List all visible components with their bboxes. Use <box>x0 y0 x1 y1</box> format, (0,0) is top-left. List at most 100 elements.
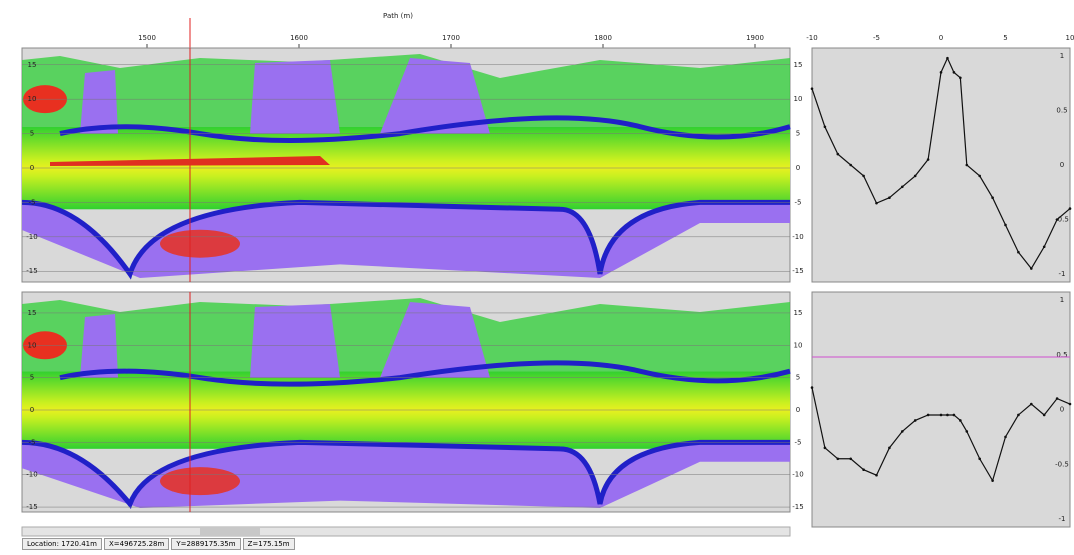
y-tick-label: -10 <box>26 471 37 479</box>
profile-point <box>953 414 956 417</box>
profile-point <box>1030 267 1033 270</box>
x-tick-label: 1900 <box>746 34 764 42</box>
profile-background <box>812 292 1070 527</box>
profile-point <box>901 430 904 433</box>
profile-point <box>888 447 891 450</box>
x-tick-label: 1500 <box>138 34 156 42</box>
profile-y-tick-label: -1 <box>1059 270 1066 278</box>
y-tick-label: 5 <box>30 130 34 138</box>
profile-y-tick-label: -1 <box>1059 515 1066 523</box>
profile-point <box>824 447 827 450</box>
red-patch <box>160 467 240 495</box>
y-tick-label: 5 <box>30 374 34 382</box>
profile-point <box>875 202 878 205</box>
profile-point <box>1069 403 1072 406</box>
y-tick-label: 10 <box>28 341 37 349</box>
profile-point <box>978 457 981 460</box>
profile-point <box>991 479 994 482</box>
profile-point <box>837 153 840 156</box>
profile-point <box>966 430 969 433</box>
profile-point <box>940 71 943 74</box>
profile-point <box>849 457 852 460</box>
scroll-thumb[interactable] <box>200 528 260 535</box>
x-axis-label: Path (m) <box>383 12 413 20</box>
y-tick-label: 10 <box>794 95 803 103</box>
profile-point <box>888 196 891 199</box>
y-tick-label: 10 <box>794 341 803 349</box>
profile-point <box>1056 218 1059 221</box>
profile-point <box>849 164 852 167</box>
x-tick-label: 1600 <box>290 34 308 42</box>
y-tick-label: -10 <box>792 471 803 479</box>
profile-point <box>837 457 840 460</box>
profile-point <box>959 419 962 422</box>
profile-point <box>927 414 930 417</box>
profile-point <box>811 87 814 90</box>
scrollbar[interactable] <box>22 527 790 536</box>
profile-y-tick-label: -0.5 <box>1055 460 1069 468</box>
profile-point <box>824 126 827 129</box>
status-field: Y=2889175.35m <box>171 538 240 550</box>
y-tick-label: -5 <box>795 438 802 446</box>
profile-point <box>875 474 878 477</box>
profile-point <box>862 175 865 178</box>
y-tick-label: 10 <box>28 95 37 103</box>
profile-point <box>862 468 865 471</box>
profile-point <box>1004 224 1007 227</box>
y-tick-label: -10 <box>26 233 37 241</box>
status-field: X=496725.28m <box>104 538 169 550</box>
profile-x-tick-label: -10 <box>806 34 817 42</box>
profile-point <box>1069 207 1072 210</box>
profile-point <box>966 164 969 167</box>
profile-point <box>1043 414 1046 417</box>
profile-y-tick-label: 1 <box>1060 296 1064 304</box>
x-tick-label: 1800 <box>594 34 612 42</box>
y-tick-label: 0 <box>796 406 800 414</box>
profile-point <box>1043 245 1046 248</box>
profile-point <box>811 386 814 389</box>
y-tick-label: -10 <box>792 233 803 241</box>
y-tick-label: 15 <box>794 309 803 317</box>
profile-y-tick-label: 0 <box>1060 161 1064 169</box>
profile-point <box>991 196 994 199</box>
profile-point <box>1056 397 1059 400</box>
y-tick-label: 0 <box>30 164 34 172</box>
y-tick-label: -15 <box>792 503 803 511</box>
profile-point <box>959 77 962 80</box>
profile-point <box>1017 414 1020 417</box>
y-tick-label: 5 <box>796 374 800 382</box>
profile-point <box>946 414 949 417</box>
x-tick-label: 1700 <box>442 34 460 42</box>
profile-point <box>1017 251 1020 254</box>
profile-point <box>1030 403 1033 406</box>
profile-x-tick-label: 5 <box>1003 34 1007 42</box>
profile-point <box>946 57 949 60</box>
y-tick-label: -5 <box>795 198 802 206</box>
profile-point <box>927 158 930 161</box>
y-tick-label: -15 <box>792 267 803 275</box>
y-tick-label: -5 <box>29 438 36 446</box>
profile-point <box>1004 436 1007 439</box>
profile-point <box>940 414 943 417</box>
status-field: Location: 1720.41m <box>22 538 102 550</box>
profile-y-tick-label: 0.5 <box>1056 351 1067 359</box>
y-tick-label: 15 <box>794 61 803 69</box>
profile-point <box>914 419 917 422</box>
y-tick-label: 15 <box>28 61 37 69</box>
profile-point <box>901 186 904 189</box>
profile-y-tick-label: 0.5 <box>1056 107 1067 115</box>
profile-point <box>953 71 956 74</box>
y-tick-label: 15 <box>28 309 37 317</box>
status-field: Z=175.15m <box>243 538 295 550</box>
red-patch <box>160 230 240 258</box>
profile-y-tick-label: 0 <box>1060 406 1064 414</box>
y-tick-label: -15 <box>26 503 37 511</box>
profile-point <box>978 175 981 178</box>
y-tick-label: -5 <box>29 198 36 206</box>
profile-point <box>914 175 917 178</box>
y-tick-label: -15 <box>26 267 37 275</box>
y-tick-label: 0 <box>796 164 800 172</box>
y-tick-label: 5 <box>796 130 800 138</box>
profile-x-tick-label: -5 <box>873 34 880 42</box>
